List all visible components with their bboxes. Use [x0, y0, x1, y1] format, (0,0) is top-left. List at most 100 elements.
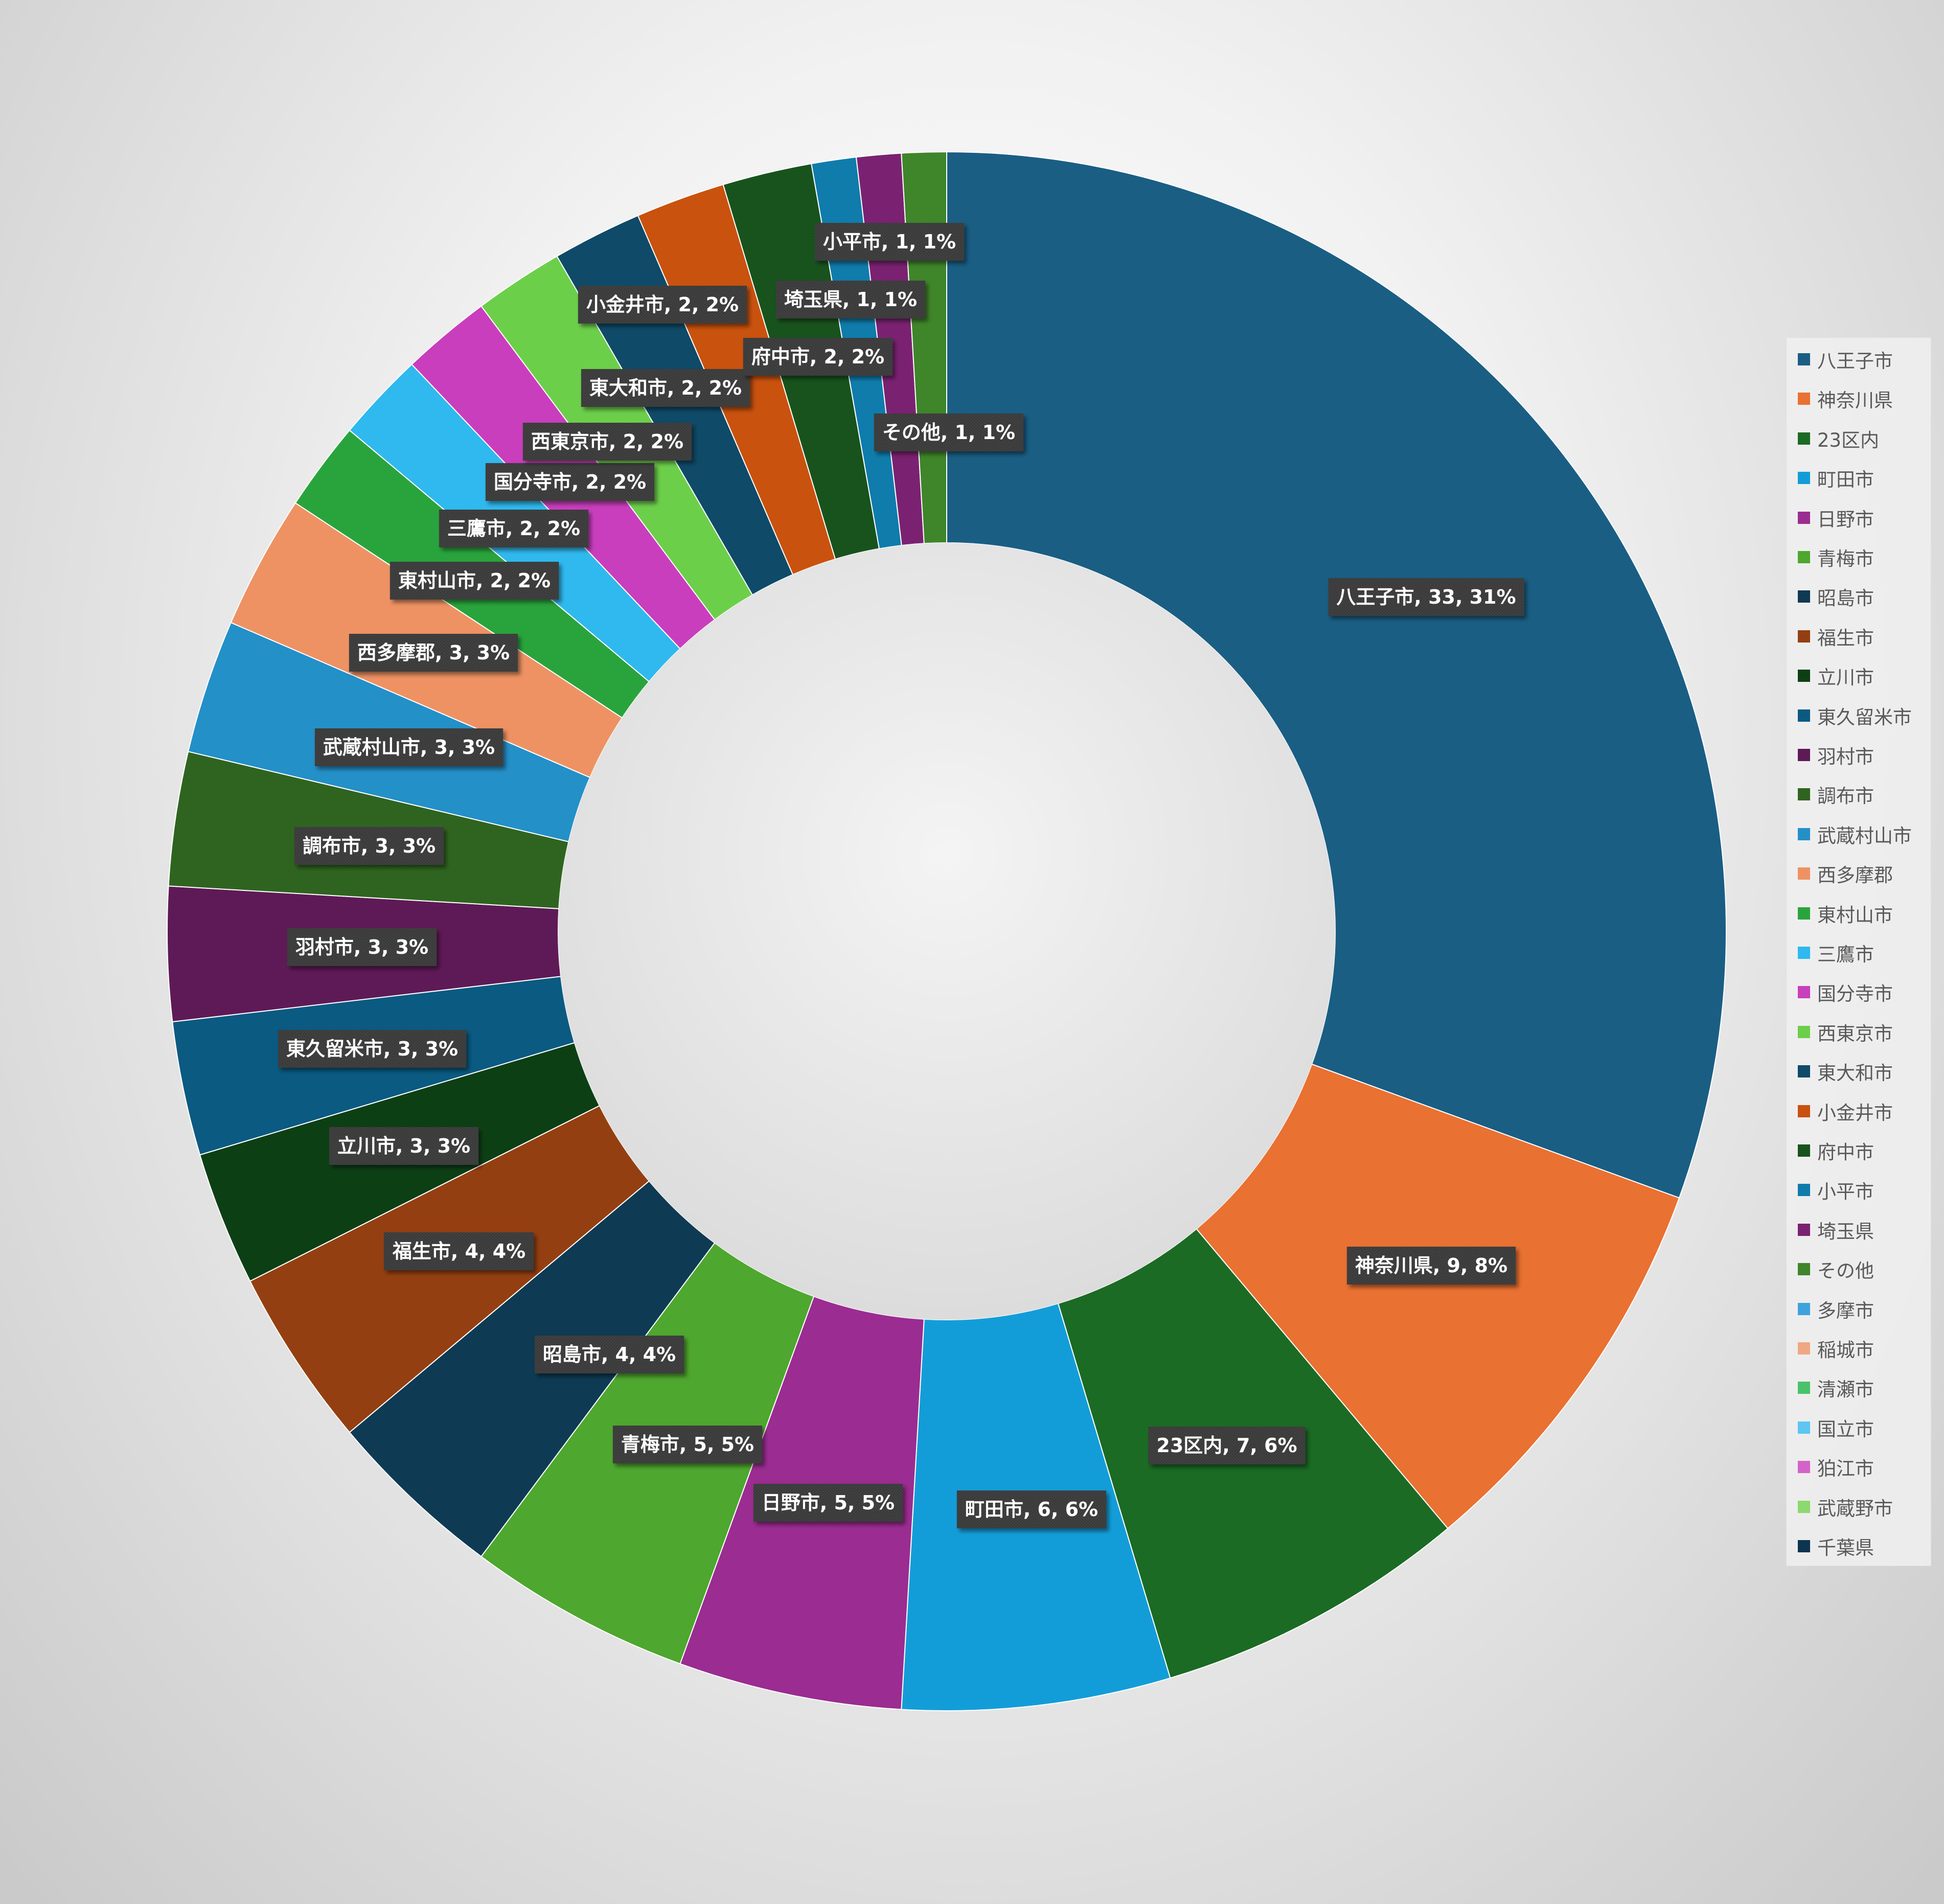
data-label-13: 武蔵村山市, 3, 3%: [314, 728, 504, 766]
legend-swatch: [1798, 1223, 1810, 1236]
data-label-18: 西東京市, 2, 2%: [522, 423, 692, 461]
legend-item: 稲城市: [1798, 1333, 1874, 1364]
data-label-box: [775, 281, 926, 318]
legend-item: 小平市: [1798, 1175, 1874, 1205]
legend-label: 埼玉県: [1817, 1220, 1874, 1243]
data-label-15: 東村山市, 2, 2%: [390, 562, 559, 600]
data-label-20: 小金井市, 2, 2%: [578, 286, 747, 324]
legend-label: 武蔵野市: [1817, 1497, 1893, 1520]
legend-swatch: [1798, 1342, 1810, 1355]
data-label-box: [314, 728, 504, 766]
data-label-box: [578, 286, 747, 324]
legend-swatch: [1798, 432, 1810, 445]
legend-item: 東久留米市: [1798, 700, 1912, 731]
legend-label: 狛江市: [1817, 1458, 1874, 1480]
legend-label: 小金井市: [1817, 1102, 1893, 1124]
legend-label: 東村山市: [1817, 904, 1893, 926]
legend-item: 国立市: [1798, 1412, 1874, 1443]
data-label-text: 小平市, 1, 1%: [823, 231, 956, 253]
data-label-text: 小金井市, 2, 2%: [586, 293, 739, 316]
legend-swatch: [1798, 1105, 1810, 1117]
legend-swatch: [1798, 1461, 1810, 1474]
legend-item: 福生市: [1798, 621, 1874, 652]
legend-item: 千葉県: [1798, 1531, 1874, 1562]
legend-swatch: [1798, 1382, 1810, 1394]
legend-label: 福生市: [1817, 627, 1874, 649]
data-label-box: [383, 1232, 534, 1270]
data-label-2: 神奈川県, 9, 8%: [1346, 1247, 1516, 1284]
legend-label: 神奈川県: [1817, 389, 1893, 412]
data-label-box: [956, 1490, 1107, 1528]
legend-item: 神奈川県: [1798, 383, 1893, 414]
legend-label: その他: [1817, 1260, 1874, 1282]
legend-swatch: [1798, 630, 1810, 643]
legend-swatch: [1798, 749, 1810, 761]
legend-swatch: [1798, 670, 1810, 682]
legend-label: 羽村市: [1817, 746, 1874, 768]
data-label-7: 昭島市, 4, 4%: [534, 1336, 684, 1373]
legend-label: 八王子市: [1817, 350, 1893, 372]
legend-item: 清瀬市: [1798, 1372, 1874, 1403]
data-label-4: 町田市, 6, 6%: [956, 1490, 1107, 1528]
legend-swatch: [1798, 551, 1810, 563]
legend-swatch: [1798, 907, 1810, 920]
data-label-box: [287, 928, 437, 966]
legend-swatch: [1798, 788, 1810, 801]
legend-item: 国分寺市: [1798, 977, 1893, 1007]
legend-label: 三鷹市: [1817, 944, 1874, 966]
legend-swatch: [1798, 511, 1810, 524]
data-label-box: [753, 1484, 903, 1522]
data-label-box: [439, 510, 589, 547]
legend-swatch: [1798, 353, 1810, 365]
legend-label: 23区内: [1817, 429, 1880, 451]
data-label-text: 町田市, 6, 6%: [965, 1498, 1098, 1521]
legend-label: 昭島市: [1817, 587, 1874, 610]
legend-swatch: [1798, 1302, 1810, 1315]
data-label-22: 小平市, 1, 1%: [814, 223, 965, 261]
data-label-box: [329, 1127, 479, 1165]
legend-label: 日野市: [1817, 508, 1874, 531]
legend-label: 清瀬市: [1817, 1379, 1874, 1401]
data-label-box: [814, 223, 965, 261]
data-label-14: 西多摩郡, 3, 3%: [349, 634, 518, 672]
legend-label: 多摩市: [1817, 1299, 1874, 1322]
legend-item: 八王子市: [1798, 344, 1893, 375]
data-label-text: 東大和市, 2, 2%: [589, 377, 742, 399]
legend-swatch: [1798, 828, 1810, 840]
legend-item: 武蔵野市: [1798, 1492, 1893, 1522]
data-label-text: 八王子市, 33, 31%: [1336, 586, 1516, 608]
data-label-text: 三鷹市, 2, 2%: [447, 517, 580, 540]
legend: 八王子市 神奈川県 23区内 町田市 日野市 青梅市 昭島市 福生市 立川市 東久留米市 羽村市 調布…: [1786, 337, 1931, 1566]
legend-item: 東村山市: [1798, 898, 1893, 929]
data-label-text: 東久留米市, 3, 3%: [286, 1038, 458, 1060]
data-label-box: [1148, 1427, 1306, 1464]
data-label-23: 埼玉県, 1, 1%: [775, 281, 926, 318]
data-label-box: [874, 414, 1024, 451]
data-label-16: 三鷹市, 2, 2%: [439, 510, 589, 547]
data-label-box: [485, 463, 655, 501]
legend-item: その他: [1798, 1254, 1874, 1284]
legend-swatch: [1798, 1025, 1810, 1038]
data-label-box: [1346, 1247, 1516, 1284]
donut-hole: [558, 543, 1335, 1320]
legend-label: 武蔵村山市: [1817, 824, 1912, 847]
legend-swatch: [1798, 1065, 1810, 1078]
legend-item: 調布市: [1798, 779, 1874, 810]
legend-item: 羽村市: [1798, 740, 1874, 770]
legend-item: 東大和市: [1798, 1056, 1893, 1087]
data-label-12: 調布市, 3, 3%: [294, 827, 444, 865]
legend-item: 西東京市: [1798, 1017, 1893, 1047]
data-label-box: [743, 338, 893, 376]
legend-label: 東大和市: [1817, 1062, 1893, 1085]
legend-swatch: [1798, 947, 1810, 959]
data-label-text: 福生市, 4, 4%: [392, 1240, 525, 1263]
data-label-text: 武蔵村山市, 3, 3%: [323, 736, 495, 759]
data-label-1: 八王子市, 33, 31%: [1328, 578, 1524, 616]
legend-item: 立川市: [1798, 660, 1874, 691]
data-label-text: 国分寺市, 2, 2%: [494, 471, 646, 493]
legend-item: 埼玉県: [1798, 1214, 1874, 1245]
data-label-text: 調布市, 3, 3%: [303, 835, 436, 857]
legend-label: 小平市: [1817, 1181, 1874, 1203]
legend-item: 23区内: [1798, 423, 1879, 454]
